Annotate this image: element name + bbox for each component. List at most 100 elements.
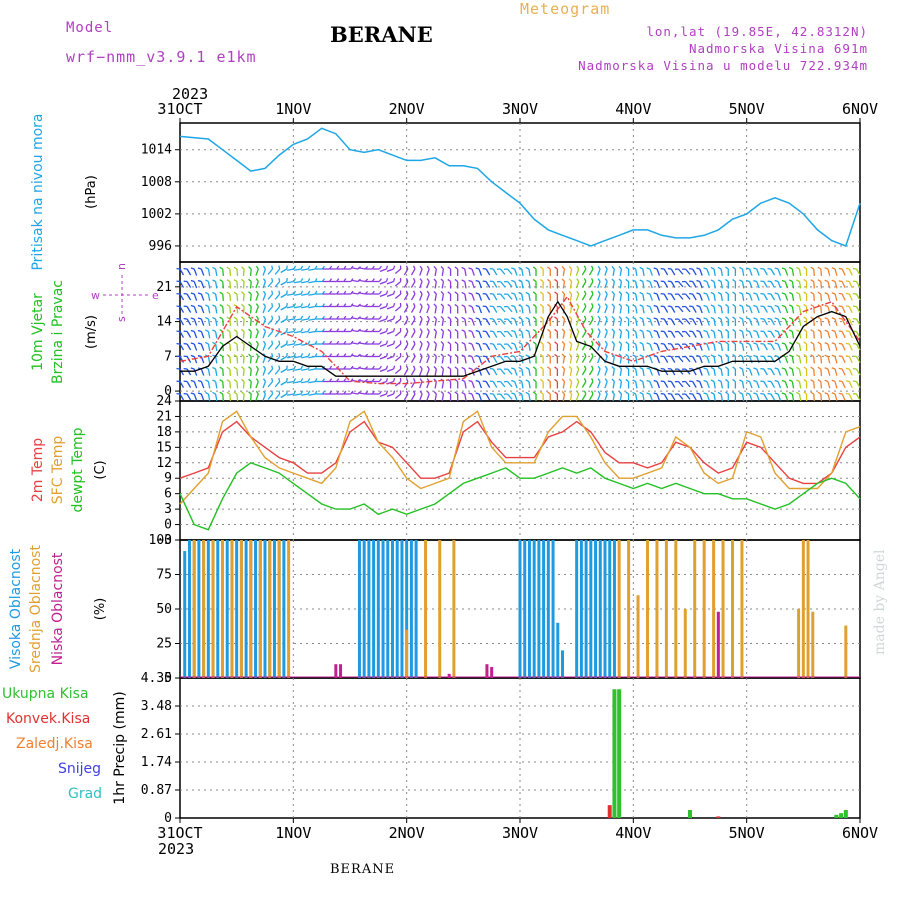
wind-barb-tick — [271, 377, 274, 382]
wind-barb — [301, 355, 309, 359]
wind-barb — [855, 281, 861, 288]
wind-barb — [286, 318, 295, 321]
y-tick-label: 1.74 — [141, 755, 172, 770]
wind-barb-tick — [518, 304, 523, 308]
wind-barb — [485, 318, 491, 326]
cloud-bar-high_cloud — [518, 540, 522, 678]
wind-barb — [720, 293, 724, 302]
wind-barb — [575, 381, 580, 389]
wind-barb — [612, 306, 615, 314]
wind-barb-tick — [746, 354, 750, 358]
wind-barb — [294, 343, 302, 346]
time-label-bottom: 5NOV — [729, 824, 765, 842]
wind-barb — [308, 280, 316, 284]
wind-barb — [485, 281, 491, 288]
wind-barb-tick — [212, 316, 216, 320]
wind-barb — [813, 331, 815, 339]
wind-barb-tick — [461, 366, 466, 370]
wind-barb-tick — [583, 378, 587, 382]
wind-barb — [798, 356, 802, 364]
wind-barb-tick — [604, 265, 608, 270]
wind-barb — [419, 393, 423, 401]
wind-barb — [274, 381, 281, 388]
wind-barb — [249, 318, 252, 327]
wind-barb — [485, 343, 491, 351]
wind-barb — [692, 356, 697, 363]
wind-barb-tick — [753, 292, 757, 295]
wind-barb — [763, 368, 768, 376]
wind-barb — [597, 368, 601, 376]
wind-barb-tick — [639, 279, 644, 283]
wind-barb — [798, 381, 802, 389]
wind-barb — [604, 281, 608, 289]
wind-barb — [222, 393, 224, 402]
wind-barb-tick — [597, 340, 601, 345]
wind-barb-tick — [532, 328, 537, 333]
wind-barb — [499, 331, 506, 338]
y-tick-label: 100 — [149, 533, 172, 548]
wind-barb-tick — [831, 329, 836, 333]
cloud-bar-high_cloud — [589, 540, 593, 678]
wind-barb — [499, 343, 506, 350]
wind-barb-tick — [440, 303, 444, 307]
wind-barb-tick — [774, 304, 779, 308]
wind-barb-tick — [385, 390, 389, 395]
wind-barb — [507, 368, 513, 375]
precip-bar-total_precip — [688, 809, 692, 818]
wind-barb — [635, 356, 638, 364]
wind-barb — [521, 318, 524, 327]
wind-barb-tick — [426, 265, 430, 270]
wind-barb-tick — [392, 352, 396, 357]
wind-barb-tick — [271, 315, 274, 320]
wind-barb-tick — [774, 292, 779, 295]
wind-barb — [200, 356, 205, 364]
wind-barb-tick — [817, 291, 822, 295]
wind-barb-tick — [205, 304, 209, 308]
wind-barb — [492, 343, 498, 351]
wind-barb-tick — [561, 353, 565, 357]
cloud-unit-label: (%) — [93, 598, 108, 621]
wind-barb-tick — [307, 353, 311, 357]
wind-barb — [386, 355, 394, 360]
wind-barb-tick — [468, 392, 473, 395]
wind-barb-tick — [426, 278, 430, 282]
y-tick-label: 7 — [164, 349, 172, 364]
wind-barb — [478, 318, 483, 326]
wind-barb-tick — [440, 328, 444, 332]
wind-barb-tick — [525, 379, 530, 383]
wind-barb — [588, 393, 594, 401]
y-tick-label: 24 — [156, 394, 172, 409]
wind-barb — [471, 393, 475, 401]
wind-barb-tick — [197, 279, 202, 283]
wind-barb-tick — [590, 340, 594, 345]
wind-barb — [301, 305, 309, 309]
wind-barb-tick — [278, 365, 281, 370]
wind-barb-tick — [190, 367, 195, 370]
wind-barb-tick — [468, 317, 473, 320]
time-label-bottom: 4NOV — [615, 824, 651, 842]
wind-barb — [791, 331, 795, 339]
wind-barb — [656, 343, 661, 351]
wind-barb-tick — [803, 328, 807, 333]
wind-barb — [692, 393, 697, 401]
wind-barb — [214, 393, 218, 402]
wind-barb-tick — [703, 304, 708, 308]
wind-barb — [478, 281, 483, 289]
wind-barb-tick — [725, 291, 729, 295]
wind-barb — [492, 318, 498, 326]
wind-barb — [507, 318, 513, 325]
wind-barb-tick — [511, 267, 515, 270]
wind-barb — [492, 331, 498, 338]
wind-barb — [193, 293, 198, 301]
wind-barb-tick — [632, 266, 636, 270]
wind-barb — [569, 356, 573, 364]
wind-barb — [255, 368, 259, 376]
wind-barb — [569, 368, 573, 377]
wind-barb — [692, 281, 697, 288]
wind-barb-tick — [475, 342, 480, 345]
wind-barb — [663, 306, 669, 313]
wind-barb — [770, 281, 776, 288]
wind-barb — [441, 306, 445, 314]
wind-barb-tick — [554, 328, 558, 333]
wind-barb-tick — [653, 329, 658, 333]
